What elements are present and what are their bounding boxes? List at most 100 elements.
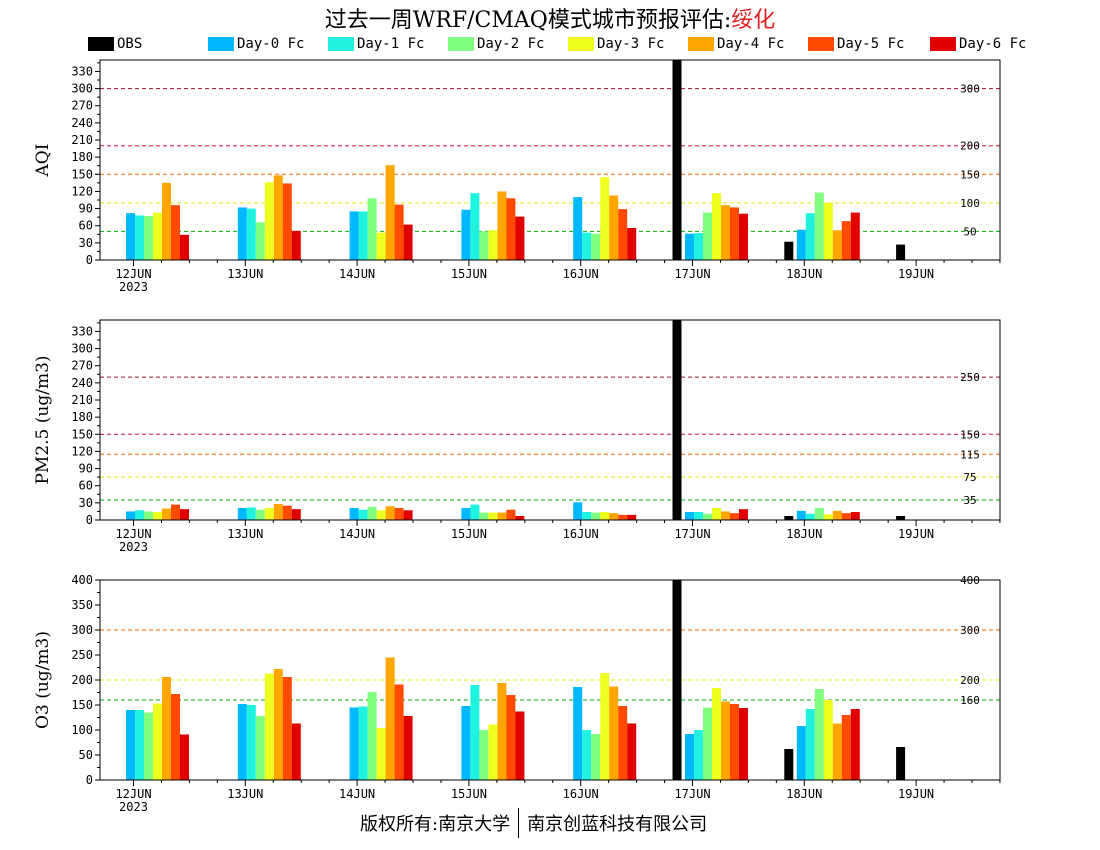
legend-swatch [808,37,834,51]
x-year-label: 2023 [119,540,148,554]
bar-day-6-fc [403,716,413,780]
y-tick-label: 50 [79,748,93,762]
bar-day-3-fc [153,512,162,520]
bar-day-5-fc [618,209,628,260]
y-tick-label: 300 [71,342,93,356]
bar-day-5-fc [171,205,180,260]
threshold-label: 100 [960,197,980,210]
title-city: 绥化 [731,8,776,33]
bar-day-1-fc [246,507,256,520]
x-tick-label: 13JUN [227,267,263,281]
y-tick-label: 150 [71,167,93,181]
bar-day-2-fc [814,689,824,780]
bar-day-2-fc [144,216,153,260]
bar-day-2-fc [703,707,712,780]
bar-day-0-fc [461,508,471,520]
bar-day-4-fc [162,677,171,780]
bar-day-2-fc [367,506,377,520]
bar-day-2-fc [591,233,601,260]
legend: OBS Day-0 Fc Day-1 Fc Day-2 Fc Day-3 Fc Day-4… [88,34,1088,54]
y-tick-label: 240 [71,376,93,390]
x-tick-label: 16JUN [563,527,599,541]
bar-day-1-fc [694,233,703,260]
bar-day-2-fc [144,712,153,780]
bar-day-6-fc [515,711,525,780]
legend-swatch [328,37,354,51]
bar-day-2-fc [255,509,265,520]
bar-obs [784,241,794,260]
bar-day-4-fc [832,723,842,780]
bar-day-0-fc [685,734,694,780]
bar-day-6-fc [627,723,637,780]
bar-day-5-fc [730,513,739,520]
threshold-label: 200 [960,674,980,687]
y-tick-label: 300 [71,82,93,96]
y-tick-label: 90 [79,202,93,216]
bar-day-0-fc [573,687,583,780]
bar-day-1-fc [135,215,144,260]
bar-day-4-fc [721,701,730,780]
bar-obs [896,747,906,780]
plot-frame [99,59,1001,261]
y-axis-label: PM2.5 (ug/m3) [33,355,53,484]
legend-item-day-6-fc: Day-6 Fc [930,34,1026,54]
x-tick-label: 14JUN [339,267,375,281]
bar-day-3-fc [712,688,721,780]
bar-day-6-fc [291,509,301,520]
bar-day-2-fc [703,212,712,260]
bar-day-5-fc [394,508,404,520]
bar-day-5-fc [730,207,739,260]
bar-day-5-fc [841,513,851,520]
bar-day-0-fc [237,508,247,520]
y-axis-label: O3 (ug/m3) [33,631,53,729]
bar-day-0-fc [796,726,806,780]
bar-day-4-fc [273,669,283,780]
bar-day-1-fc [470,504,480,520]
bar-day-0-fc [237,704,247,780]
bar-day-1-fc [358,211,368,260]
bar-day-3-fc [600,512,610,520]
y-tick-label: 330 [71,324,93,338]
bar-day-4-fc [162,508,171,520]
bar-day-3-fc [488,230,498,260]
y-tick-label: 300 [71,623,93,637]
bar-day-2-fc [814,508,824,520]
bar-day-3-fc [264,508,274,520]
x-tick-label: 13JUN [227,527,263,541]
legend-label: Day-5 Fc [837,36,905,52]
y-tick-label: 90 [79,462,93,476]
bar-day-1-fc [582,232,592,260]
bar-day-5-fc [282,677,292,780]
bar-day-5-fc [730,704,739,780]
bar-day-3-fc [712,508,721,520]
bar-day-0-fc [349,211,359,260]
bar-day-4-fc [385,657,395,780]
bar-day-5-fc [394,204,404,260]
bar-day-1-fc [135,710,144,780]
x-tick-label: 19JUN [898,267,934,281]
x-tick-label: 15JUN [451,527,487,541]
x-tick-label: 16JUN [563,787,599,801]
bar-day-6-fc [180,509,189,520]
threshold-label: 150 [960,168,980,181]
y-tick-label: 180 [71,410,93,424]
bar-day-3-fc [600,177,610,260]
bar-day-1-fc [805,213,815,260]
legend-swatch [208,37,234,51]
y-tick-label: 270 [71,359,93,373]
bar-day-1-fc [358,706,368,780]
bar-day-6-fc [291,230,301,260]
bar-day-6-fc [180,234,189,260]
bar-day-0-fc [573,197,583,260]
legend-item-day-4-fc: Day-4 Fc [688,34,784,54]
bar-day-5-fc [618,514,628,520]
x-tick-label: 17JUN [674,267,710,281]
bar-day-2-fc [144,511,153,520]
bar-day-6-fc [739,213,748,260]
chart-panel-3: 40030020016005010015020025030035040012JU… [33,573,1001,814]
bar-day-3-fc [376,232,386,260]
bar-day-3-fc [264,673,274,780]
legend-label: Day-2 Fc [477,36,545,52]
y-tick-label: 210 [71,393,93,407]
bar-day-6-fc [403,224,413,260]
